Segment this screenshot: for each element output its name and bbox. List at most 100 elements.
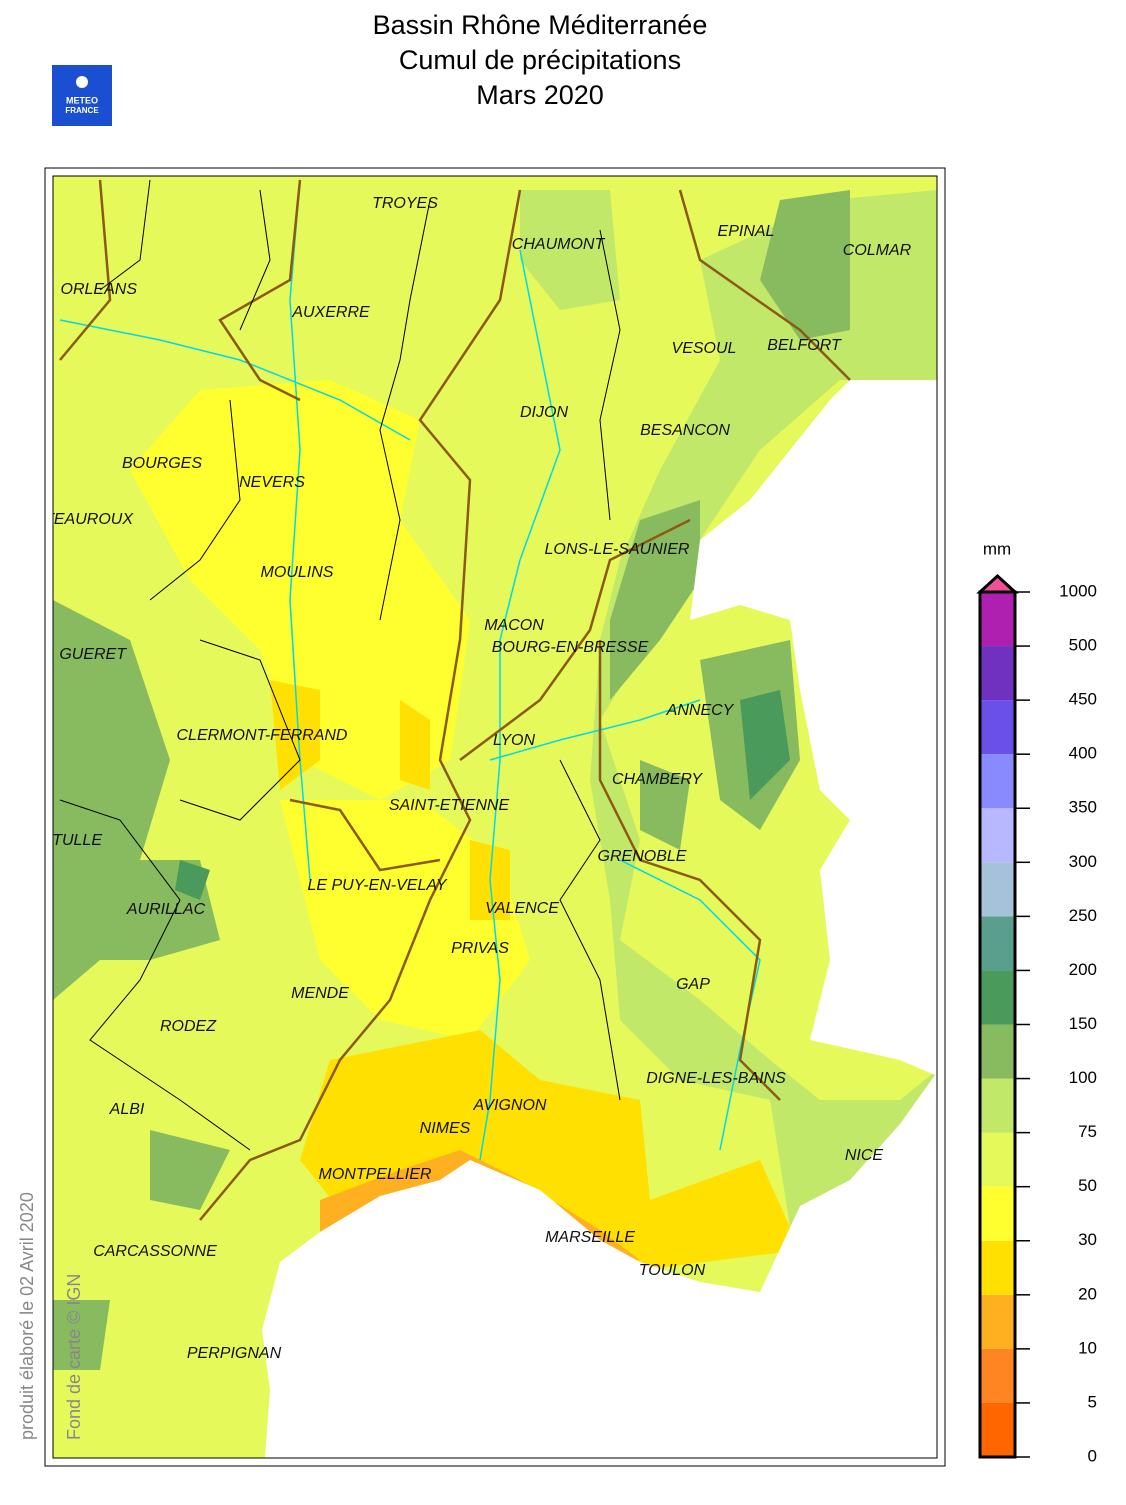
city-label: TULLE — [52, 832, 102, 849]
legend-band — [980, 1402, 1015, 1457]
city-label: RODEZ — [160, 1018, 217, 1035]
legend-band — [980, 754, 1015, 809]
city-label: ALBI — [109, 1101, 145, 1118]
credit-note: Fond de carte © IGN — [64, 1274, 84, 1440]
city-labels: TROYES CHAUMONT EPINAL COLMAR ORLEANS AUXERRE… — [12, 195, 912, 1362]
legend-label: 10 — [1078, 1338, 1097, 1357]
city-label: AUXERRE — [291, 304, 370, 321]
legend-label: 150 — [1069, 1014, 1097, 1033]
dry-zone — [300, 1030, 800, 1270]
city-label: VALENCE — [485, 900, 559, 917]
city-label: GUERET — [59, 646, 127, 663]
city-label: SAINT-ETIENNE — [389, 797, 510, 814]
map: TROYES CHAUMONT EPINAL COLMAR ORLEANS AUXERRE… — [12, 176, 937, 1458]
logo-icon — [76, 76, 88, 88]
city-label: PERPIGNAN — [187, 1345, 282, 1362]
city-label: ORLEANS — [61, 281, 138, 298]
logo-box — [52, 65, 112, 126]
city-label: EPINAL — [718, 223, 775, 240]
city-label: TOULON — [639, 1262, 706, 1279]
city-label: MONTPELLIER — [319, 1166, 432, 1183]
production-note: produit élaboré le 02 Avril 2020 — [17, 1192, 37, 1440]
legend-band — [980, 1186, 1015, 1241]
city-label: NIMES — [420, 1120, 471, 1137]
legend-label: 75 — [1078, 1122, 1097, 1141]
outside-area — [690, 380, 937, 1458]
very-wet-zone — [610, 190, 850, 850]
legend-label: 30 — [1078, 1230, 1097, 1249]
wet-zone — [590, 190, 937, 1458]
legend-band — [980, 1078, 1015, 1133]
title-line: Mars 2020 — [476, 80, 604, 110]
city-label: CLERMONT-FERRAND — [177, 727, 348, 744]
outer-frame — [44, 167, 946, 1467]
city-label: LONS-LE-SAUNIER — [545, 541, 690, 558]
legend-band — [980, 1132, 1015, 1187]
city-label: CHATEAUROUX — [12, 511, 135, 528]
city-label: CARCASSONNE — [93, 1243, 217, 1260]
city-label: MARSEILLE — [545, 1229, 635, 1246]
legend-band — [980, 646, 1015, 701]
city-label: NEVERS — [239, 474, 305, 491]
logo: METEO FRANCE — [52, 65, 112, 126]
legend-label: 400 — [1069, 744, 1097, 763]
legend-label: 5 — [1088, 1392, 1097, 1411]
city-label: TROYES — [372, 195, 438, 212]
city-label: BOURG-EN-BRESSE — [492, 639, 649, 656]
wet-zone — [520, 190, 620, 310]
legend-label: 500 — [1069, 636, 1097, 655]
department-borders — [59, 179, 621, 1151]
city-label: BELFORT — [767, 337, 842, 354]
legend-label: 100 — [1069, 1068, 1097, 1087]
legend-band — [980, 1240, 1015, 1295]
legend-band — [980, 808, 1015, 863]
city-label: BOURGES — [122, 455, 202, 472]
legend-label: 50 — [1078, 1176, 1097, 1195]
legend-label: 1000 — [1059, 581, 1097, 600]
city-label: CHAMBERY — [612, 771, 703, 788]
city-label: ANNECY — [666, 702, 735, 719]
legend-band — [980, 862, 1015, 917]
logo-text: FRANCE — [65, 106, 99, 115]
city-label: MACON — [484, 617, 544, 634]
city-label: DIJON — [520, 404, 568, 421]
city-label: VESOUL — [672, 340, 737, 357]
legend-band — [980, 1024, 1015, 1079]
legend-band — [980, 970, 1015, 1025]
inner-frame — [52, 175, 938, 1459]
city-label: AURILLAC — [126, 901, 206, 918]
very-wet-zone — [53, 600, 230, 1370]
legend-band — [980, 1294, 1015, 1349]
title-line: Bassin Rhône Méditerranée — [373, 10, 708, 40]
legend-label: 450 — [1069, 690, 1097, 709]
city-label: BESANCON — [640, 422, 730, 439]
legend-label: 20 — [1078, 1284, 1097, 1303]
city-label: MENDE — [291, 985, 349, 1002]
dry-zone — [130, 380, 470, 800]
city-label: NICE — [845, 1147, 884, 1164]
city-label: AVIGNON — [473, 1097, 547, 1114]
dry-zone — [280, 800, 530, 1040]
city-label: CHAUMONT — [512, 236, 606, 253]
legend-label: 250 — [1069, 906, 1097, 925]
city-label: GRENOBLE — [598, 848, 687, 865]
city-label: COLMAR — [843, 242, 912, 259]
legend-overflow — [976, 573, 1019, 594]
legend-band — [980, 916, 1015, 971]
legend-band — [980, 700, 1015, 755]
legend-label: 0 — [1088, 1446, 1097, 1465]
city-label: MOULINS — [261, 564, 334, 581]
legend-band — [980, 592, 1015, 647]
dry-zone — [270, 680, 510, 920]
legend-band — [980, 1348, 1015, 1403]
city-label: LE PUY-EN-VELAY — [307, 877, 447, 894]
legend-unit: mm — [983, 539, 1011, 558]
basin-borders — [59, 179, 851, 1221]
legend-label: 300 — [1069, 852, 1097, 871]
city-label: LYON — [493, 732, 536, 749]
title-line: Cumul de précipitations — [399, 45, 681, 75]
city-label: GAP — [676, 976, 710, 993]
logo-text: METEO — [66, 95, 98, 105]
legend: 0 5 10 20 30 50 75 100 150 200 250 300 350 400 450 500 1… — [976, 573, 1097, 1465]
